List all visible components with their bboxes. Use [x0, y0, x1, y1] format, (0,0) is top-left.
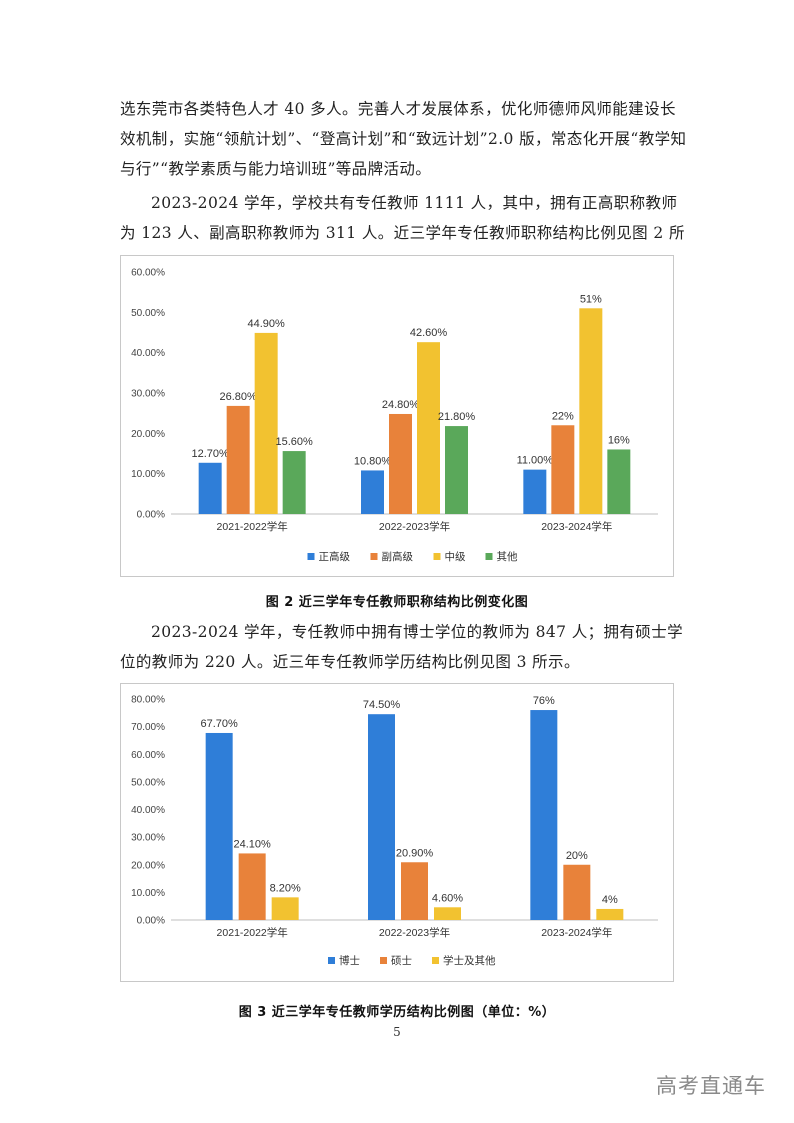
- data-label: 15.60%: [276, 436, 314, 448]
- bar-2-2: [401, 862, 428, 920]
- bar-3-2: [434, 907, 461, 920]
- legend-swatch: [485, 553, 493, 560]
- data-label: 20%: [566, 850, 588, 862]
- y-tick-label: 60.00%: [131, 750, 165, 761]
- chart-title-structure: 0.00% 10.00% 20.00% 30.00% 40.00% 50.00% 60.00…: [120, 255, 674, 577]
- bar-3-3: [579, 308, 603, 514]
- bar-2-1: [238, 853, 266, 920]
- legend-label: 副高级: [382, 550, 414, 563]
- data-label: 21.80%: [438, 411, 476, 423]
- data-label: 10.80%: [354, 455, 392, 467]
- data-label: 22%: [552, 410, 574, 422]
- bar-1-3: [530, 710, 558, 920]
- bar-2-3: [551, 425, 575, 514]
- data-label: 4%: [602, 894, 618, 906]
- y-tick-label: 0.00%: [137, 916, 165, 927]
- x-category-label: 2022-2023学年: [379, 926, 450, 939]
- legend-label: 其他: [497, 550, 518, 563]
- bar-1-2: [361, 470, 384, 514]
- data-label: 76%: [533, 695, 555, 707]
- data-label: 74.50%: [363, 699, 401, 711]
- chart-degree-structure: 0.00% 10.00% 20.00% 30.00% 40.00% 50.00% 60.00…: [120, 683, 674, 982]
- data-label: 26.80%: [220, 391, 258, 403]
- watermark-text: 高考直通车: [656, 1074, 766, 1098]
- chart-degree-structure-svg: 0.00% 10.00% 20.00% 30.00% 40.00% 50.00% 60.00…: [131, 695, 658, 967]
- legend-swatch: [432, 957, 439, 964]
- legend-label: 中级: [445, 550, 466, 563]
- bar-4-3: [607, 449, 631, 514]
- bar-1-1: [198, 462, 222, 514]
- legend-swatch: [380, 957, 387, 964]
- data-label: 24.10%: [234, 838, 272, 850]
- y-tick-label: 10.00%: [131, 469, 165, 480]
- legend-swatch: [433, 553, 441, 560]
- data-label: 20.90%: [396, 847, 434, 859]
- bar-2-3: [563, 864, 591, 920]
- bar-3-3: [596, 908, 624, 920]
- y-tick-label: 60.00%: [131, 268, 165, 279]
- data-label: 67.70%: [201, 718, 239, 730]
- bar-1-1: [205, 732, 233, 920]
- data-label: 42.60%: [410, 327, 448, 339]
- bar-4-2: [445, 426, 468, 514]
- y-tick-label: 50.00%: [131, 777, 165, 788]
- bar-3-1: [254, 332, 278, 514]
- bar-3-2: [417, 342, 440, 514]
- x-category-label: 2023-2024学年: [541, 520, 612, 533]
- y-tick-label: 20.00%: [131, 429, 165, 440]
- y-tick-label: 40.00%: [131, 805, 165, 816]
- data-label: 24.80%: [382, 399, 420, 411]
- x-category-label: 2022-2023学年: [379, 520, 450, 533]
- y-tick-label: 30.00%: [131, 833, 165, 844]
- data-label: 4.60%: [432, 892, 463, 904]
- y-tick-label: 80.00%: [131, 695, 165, 706]
- bar-1-2: [368, 714, 395, 920]
- y-tick-label: 10.00%: [131, 888, 165, 899]
- y-tick-label: 0.00%: [137, 510, 165, 521]
- y-tick-label: 40.00%: [131, 348, 165, 359]
- legend-swatch: [370, 553, 378, 560]
- page-number: 5: [393, 1025, 401, 1039]
- chart-title-structure-svg: 0.00% 10.00% 20.00% 30.00% 40.00% 50.00% 60.00…: [131, 268, 658, 563]
- data-label: 16%: [608, 434, 630, 446]
- y-tick-label: 50.00%: [131, 308, 165, 319]
- bar-2-2: [389, 413, 412, 514]
- bar-4-1: [282, 451, 306, 514]
- paragraph-talent-system: 选东莞市各类特色人才 40 多人。完善人才发展体系，优化师德师风师能建设长效机制…: [120, 100, 687, 178]
- data-label: 51%: [580, 293, 602, 305]
- data-label: 12.70%: [192, 448, 230, 460]
- x-category-label: 2021-2022学年: [217, 926, 288, 939]
- legend-swatch: [328, 957, 335, 964]
- bar-3-1: [271, 897, 299, 920]
- legend-label: 正高级: [319, 550, 351, 563]
- bar-2-1: [226, 405, 250, 514]
- figure-3-caption: 图 3 近三学年专任教师学历结构比例图（单位：%）: [238, 1005, 556, 1020]
- x-category-label: 2021-2022学年: [217, 520, 288, 533]
- legend-label: 学士及其他: [443, 954, 496, 967]
- legend-label: 硕士: [391, 954, 412, 967]
- bar-1-3: [523, 469, 547, 514]
- figure-2-caption: 图 2 近三学年专任教师职称结构比例变化图: [265, 595, 529, 610]
- data-label: 11.00%: [517, 455, 554, 467]
- paragraph-degree-structure: 2023-2024 学年，专任教师中拥有博士学位的教师为 847 人；拥有硕士学…: [120, 623, 683, 671]
- legend-label: 博士: [339, 954, 360, 967]
- legend-swatch: [307, 553, 315, 560]
- y-tick-label: 30.00%: [131, 389, 165, 400]
- data-label: 8.20%: [270, 882, 301, 894]
- x-category-label: 2023-2024学年: [541, 926, 612, 939]
- data-label: 44.90%: [248, 318, 286, 330]
- y-tick-label: 70.00%: [131, 722, 165, 733]
- y-tick-label: 20.00%: [131, 860, 165, 871]
